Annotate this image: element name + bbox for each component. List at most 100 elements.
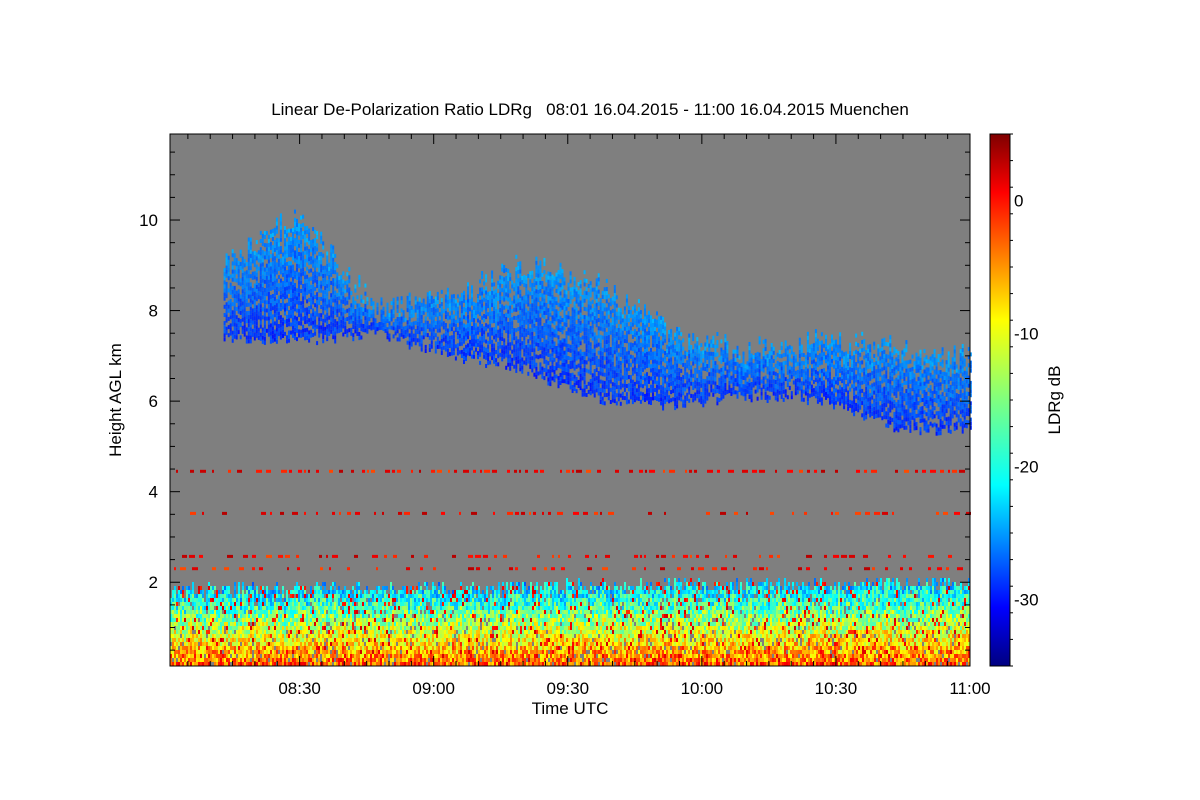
- bl-cell: [466, 610, 468, 614]
- bl-cell: [418, 610, 420, 614]
- bl-cell: [674, 638, 676, 642]
- bl-cell: [542, 662, 544, 666]
- bl-cell: [550, 618, 552, 622]
- bl-cell: [518, 586, 520, 590]
- bl-cell: [302, 602, 304, 606]
- bl-cell: [542, 634, 544, 638]
- bl-cell: [190, 614, 192, 618]
- bl-cell: [594, 594, 596, 598]
- bl-cell: [258, 630, 260, 634]
- bl-cell: [686, 594, 688, 598]
- bl-cell: [478, 662, 480, 666]
- bl-cell: [458, 658, 460, 662]
- bl-cell: [258, 654, 260, 658]
- bl-cell: [540, 594, 542, 598]
- bl-cell: [512, 646, 514, 650]
- bl-cell: [554, 598, 556, 602]
- bl-cell: [368, 602, 370, 606]
- bl-cell: [246, 658, 248, 662]
- bl-cell: [172, 650, 174, 654]
- bl-cell: [200, 606, 202, 610]
- bl-cell: [600, 598, 602, 602]
- bl-cell: [656, 650, 658, 654]
- bl-cell: [504, 594, 506, 598]
- bl-cell: [182, 622, 184, 626]
- bl-cell: [650, 662, 652, 666]
- bl-cell: [182, 626, 184, 630]
- bl-cell: [298, 634, 300, 638]
- bl-cell: [400, 622, 402, 626]
- bl-cell: [290, 618, 292, 622]
- bl-cell: [570, 638, 572, 642]
- bl-cell: [360, 654, 362, 658]
- bl-cell: [632, 614, 634, 618]
- bl-cell: [298, 594, 300, 598]
- bl-cell: [472, 614, 474, 618]
- bl-cell: [182, 658, 184, 662]
- bl-cell: [486, 626, 488, 630]
- bl-cell: [392, 606, 394, 610]
- bl-cell: [412, 654, 414, 658]
- bl-cell: [564, 654, 566, 658]
- bl-cell: [512, 630, 514, 634]
- bl-cell: [334, 654, 336, 658]
- bl-cell: [370, 642, 372, 646]
- bl-cell: [416, 590, 418, 594]
- bl-cell: [702, 650, 704, 654]
- bl-cell: [508, 594, 510, 598]
- bl-cell: [266, 590, 268, 594]
- bl-cell: [668, 606, 670, 610]
- bl-cell: [548, 610, 550, 614]
- bl-cell: [608, 594, 610, 598]
- bl-cell: [232, 622, 234, 626]
- bl-cell: [380, 658, 382, 662]
- bl-cell: [676, 614, 678, 618]
- bl-cell: [222, 638, 224, 642]
- bl-cell: [450, 602, 452, 606]
- bl-cell: [190, 594, 192, 598]
- bl-cell: [516, 630, 518, 634]
- bl-cell: [230, 602, 232, 606]
- bl-cell: [372, 650, 374, 654]
- bl-cell: [664, 610, 666, 614]
- bl-cell: [484, 610, 486, 614]
- bl-cell: [258, 646, 260, 650]
- bl-cell: [216, 630, 218, 634]
- bl-cell: [348, 622, 350, 626]
- bl-cell: [452, 646, 454, 650]
- bl-cell: [320, 650, 322, 654]
- bl-cell: [222, 654, 224, 658]
- bl-cell: [364, 622, 366, 626]
- bl-cell: [426, 610, 428, 614]
- bl-cell: [486, 594, 488, 598]
- bl-cell: [480, 614, 482, 618]
- bl-cell: [456, 606, 458, 610]
- bl-cell: [360, 662, 362, 666]
- bl-cell: [182, 634, 184, 638]
- bl-cell: [394, 610, 396, 614]
- bl-cell: [650, 654, 652, 658]
- bl-cell: [656, 598, 658, 602]
- bl-cell: [238, 590, 240, 594]
- bl-cell: [472, 658, 474, 662]
- bl-cell: [680, 590, 682, 594]
- bl-cell: [170, 658, 172, 662]
- bl-cell: [254, 658, 256, 662]
- bl-cell: [326, 642, 328, 646]
- bl-cell: [530, 622, 532, 626]
- bl-cell: [464, 658, 466, 662]
- bl-cell: [410, 606, 412, 610]
- bl-cell: [290, 658, 292, 662]
- bl-cell: [680, 630, 682, 634]
- bl-cell: [646, 598, 648, 602]
- bl-cell: [570, 642, 572, 646]
- bl-cell: [266, 638, 268, 642]
- bl-cell: [440, 594, 442, 598]
- bl-cell: [632, 654, 634, 658]
- bl-cell: [306, 626, 308, 630]
- bl-cell: [670, 614, 672, 618]
- bl-cell: [646, 654, 648, 658]
- bl-cell: [522, 590, 524, 594]
- bl-cell: [658, 606, 660, 610]
- bl-cell: [502, 634, 504, 638]
